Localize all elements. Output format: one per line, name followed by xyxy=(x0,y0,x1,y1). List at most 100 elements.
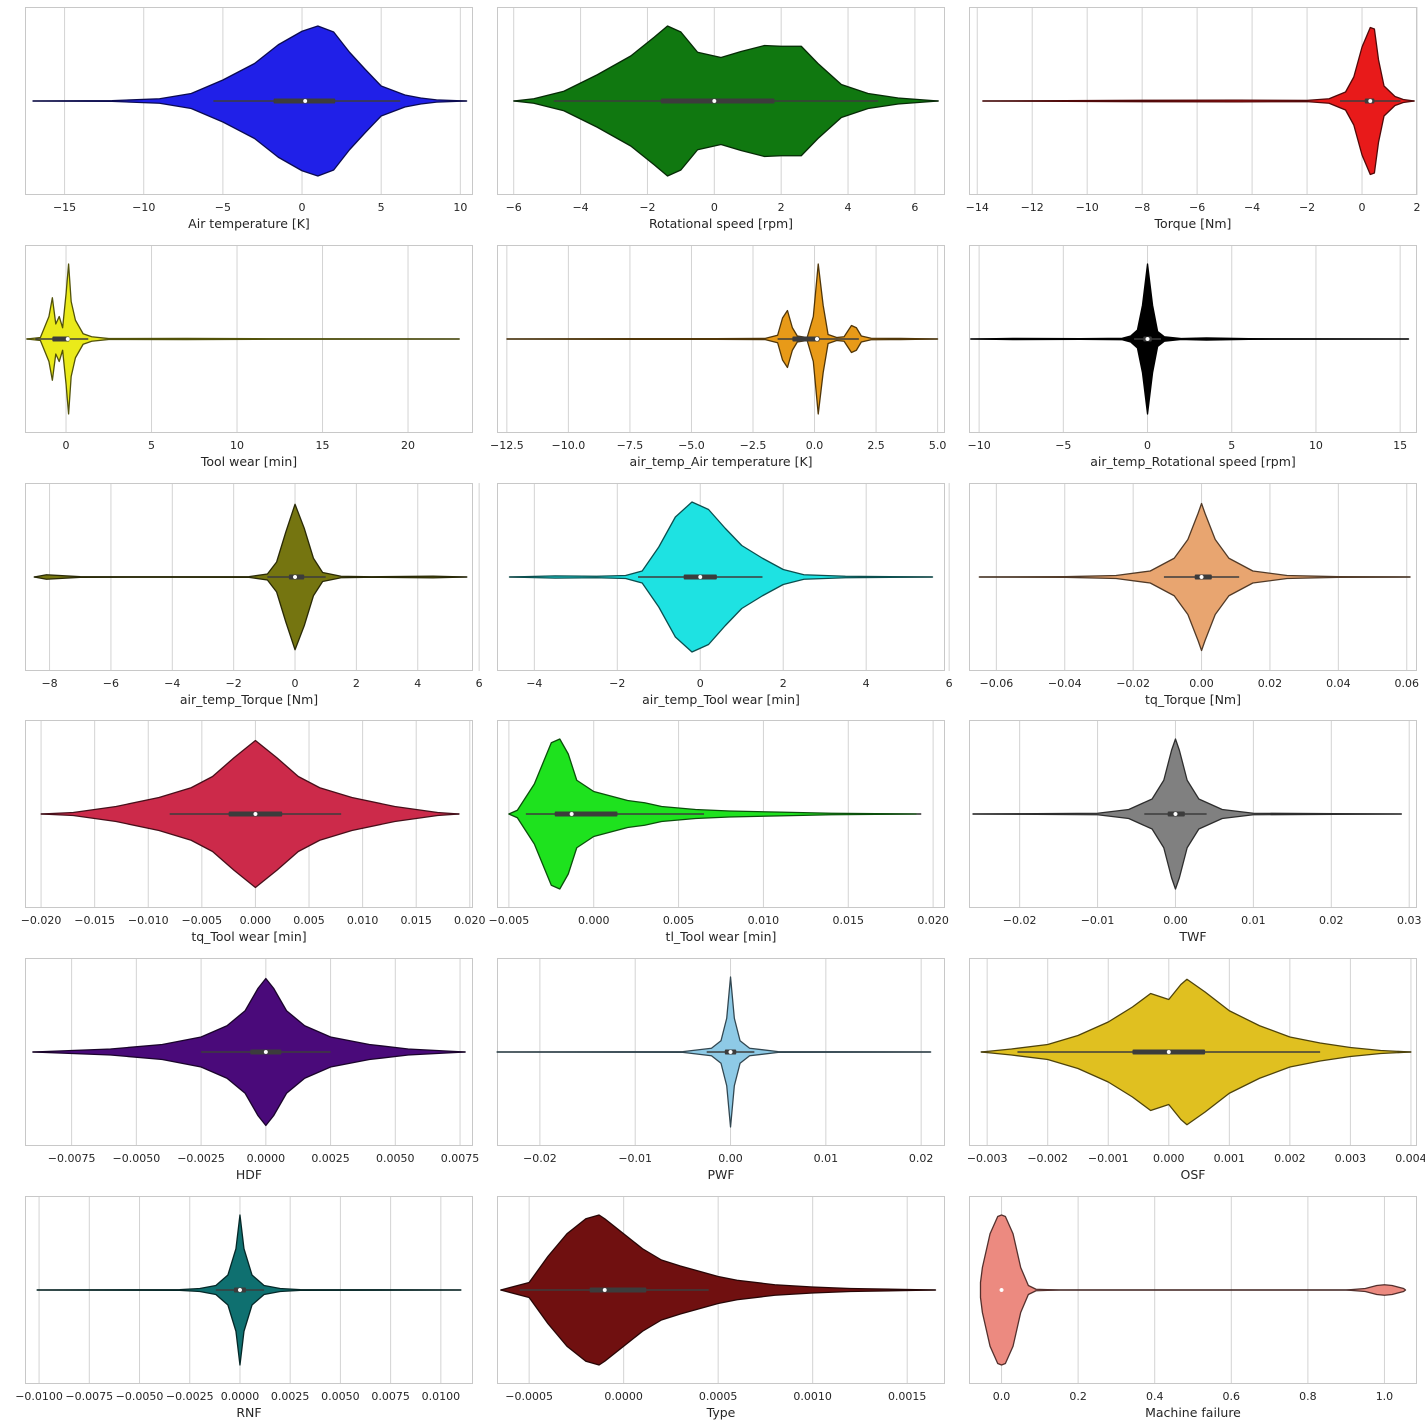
x-tick-label: −10.0 xyxy=(552,439,586,452)
x-tick-label: 0.0 xyxy=(806,439,824,452)
violin-panel: −0.0100 −0.0075 −0.0050 −0.0025 0.0000 0.0025… xyxy=(15,1196,473,1424)
violin-panel: 0 5 10 15 20 Tool wear [min] xyxy=(25,245,473,473)
x-tick-label: 0.4 xyxy=(1146,1390,1164,1403)
violin-chart: −14 −12 −10 −8 −6 −4 −2 0 2 Torque [Nm] xyxy=(966,7,1421,231)
x-tick-label: 5.0 xyxy=(929,439,947,452)
x-tick-label: −10 xyxy=(967,439,990,452)
x-tick-label: −0.005 xyxy=(489,914,530,927)
x-axis-label: HDF xyxy=(236,1167,262,1182)
violin-panel: 0.0 0.2 0.4 0.6 0.8 1.0 Machine failure xyxy=(969,1196,1417,1424)
x-tick-label: −0.02 xyxy=(1116,677,1150,690)
axes-frame xyxy=(969,1196,1417,1384)
axes-frame xyxy=(969,958,1417,1146)
x-tick-label: 0.0050 xyxy=(321,1390,360,1403)
violin-chart: −0.003 −0.002 −0.001 0.000 0.001 0.002 0.003 0.… xyxy=(967,958,1425,1182)
x-tick-label: 0.002 xyxy=(1274,1152,1306,1165)
violin-median xyxy=(698,574,703,580)
x-axis-label: PWF xyxy=(707,1167,734,1182)
x-tick-label: 0.000 xyxy=(578,914,610,927)
x-tick-label: −12 xyxy=(1021,201,1044,214)
axes-frame xyxy=(497,1196,945,1384)
violin-chart: −12.5 −10.0 −7.5 −5.0 −2.5 0.0 2.5 5.0 air_temp_… xyxy=(490,245,947,469)
x-tick-label: 0.8 xyxy=(1299,1390,1317,1403)
x-tick-label: 0.2 xyxy=(1069,1390,1087,1403)
axes-frame xyxy=(25,720,473,908)
x-tick-label: −0.015 xyxy=(74,914,115,927)
violin-median xyxy=(1173,811,1178,817)
violin-panel: −4 −2 0 2 4 6 air_temp_Tool wear [min] xyxy=(497,483,953,711)
x-tick-label: 0.02 xyxy=(909,1152,934,1165)
violin-chart: −4 −2 0 2 4 6 air_temp_Tool wear [min] xyxy=(497,483,953,707)
x-tick-label: 0.0025 xyxy=(271,1390,310,1403)
x-tick-label: −10 xyxy=(1076,201,1099,214)
x-tick-label: 0.0025 xyxy=(311,1152,350,1165)
violin-median xyxy=(253,811,258,817)
x-tick-label: 0.0100 xyxy=(422,1390,461,1403)
axes-frame xyxy=(25,7,473,195)
x-tick-label: −0.005 xyxy=(181,914,222,927)
x-tick-label: 0.0075 xyxy=(371,1390,410,1403)
axes-frame xyxy=(969,483,1417,671)
x-tick-label: 0.015 xyxy=(833,914,865,927)
violin-panel: −0.020 −0.015 −0.010 −0.005 0.000 0.005 0.010 0… xyxy=(21,720,486,948)
violin-median xyxy=(814,336,820,342)
x-tick-label: −12.5 xyxy=(490,439,524,452)
axes-frame xyxy=(969,245,1417,433)
x-tick-label: 0.01 xyxy=(814,1152,839,1165)
x-tick-label: −0.0005 xyxy=(505,1390,553,1403)
x-tick-label: −4 xyxy=(164,677,180,690)
x-tick-label: 15 xyxy=(316,439,330,452)
violin-median xyxy=(602,1287,607,1293)
x-tick-label: 0.0075 xyxy=(441,1152,480,1165)
x-tick-label: −0.06 xyxy=(979,677,1013,690)
x-axis-label: tq_Tool wear [min] xyxy=(191,929,306,944)
x-tick-label: 0.00 xyxy=(718,1152,743,1165)
x-tick-label: −0.0075 xyxy=(48,1152,96,1165)
x-tick-label: −0.0100 xyxy=(15,1390,63,1403)
violin-median xyxy=(569,811,574,817)
x-tick-label: 0.01 xyxy=(1241,914,1266,927)
violin-panel: −6 −4 −2 0 2 4 6 Rotational speed [rpm] xyxy=(497,7,945,235)
x-tick-label: 0 xyxy=(63,439,70,452)
violin-quartile-box xyxy=(660,98,775,104)
violin-body xyxy=(979,1214,1407,1366)
violin-chart: −0.0075 −0.0050 −0.0025 0.0000 0.0025 0.0050 0… xyxy=(25,958,479,1182)
x-tick-label: −0.0050 xyxy=(116,1390,164,1403)
violin-median xyxy=(292,574,298,580)
x-tick-label: 0.005 xyxy=(293,914,325,927)
x-tick-label: −6 xyxy=(103,677,119,690)
x-tick-label: 2 xyxy=(780,677,787,690)
axes-frame xyxy=(969,7,1417,195)
violin-median xyxy=(1166,1049,1171,1055)
violin-body xyxy=(500,1214,937,1366)
x-axis-label: air_temp_Tool wear [min] xyxy=(642,692,800,707)
x-tick-label: 2 xyxy=(778,201,785,214)
x-axis-label: Type xyxy=(706,1405,736,1420)
x-tick-label: 0.000 xyxy=(240,914,272,927)
axes-frame xyxy=(969,720,1417,908)
x-tick-label: 0.000 xyxy=(1153,1152,1185,1165)
x-tick-label: −0.02 xyxy=(1003,914,1037,927)
violin-chart: −0.0100 −0.0075 −0.0050 −0.0025 0.0000 0.0025… xyxy=(15,1196,473,1420)
x-tick-label: −4 xyxy=(526,677,542,690)
violin-chart: −6 −4 −2 0 2 4 6 Rotational speed [rpm] xyxy=(497,7,945,231)
violin-median xyxy=(1368,98,1373,104)
x-tick-label: −5.0 xyxy=(678,439,705,452)
violin-chart: −0.020 −0.015 −0.010 −0.005 0.000 0.005 0.010 0… xyxy=(21,720,486,944)
x-tick-label: −10 xyxy=(132,201,155,214)
violin-median xyxy=(263,1049,268,1055)
violin-body xyxy=(508,738,917,890)
x-tick-label: 4 xyxy=(863,677,870,690)
x-axis-label: air_temp_Rotational speed [rpm] xyxy=(1090,454,1296,469)
x-tick-label: −0.0025 xyxy=(177,1152,225,1165)
violin-chart: 0 5 10 15 20 Tool wear [min] xyxy=(25,245,473,469)
axes-frame xyxy=(497,720,945,908)
violin-panel: −0.02 −0.01 0.00 0.01 0.02 PWF xyxy=(496,958,945,1186)
x-tick-label: 0.6 xyxy=(1223,1390,1241,1403)
x-tick-label: 0 xyxy=(711,201,718,214)
x-tick-label: 0.0000 xyxy=(221,1390,260,1403)
x-tick-label: 0 xyxy=(697,677,704,690)
violin-body xyxy=(982,26,1415,176)
x-tick-label: 10 xyxy=(1309,439,1323,452)
violin-quartile-box xyxy=(52,336,70,342)
